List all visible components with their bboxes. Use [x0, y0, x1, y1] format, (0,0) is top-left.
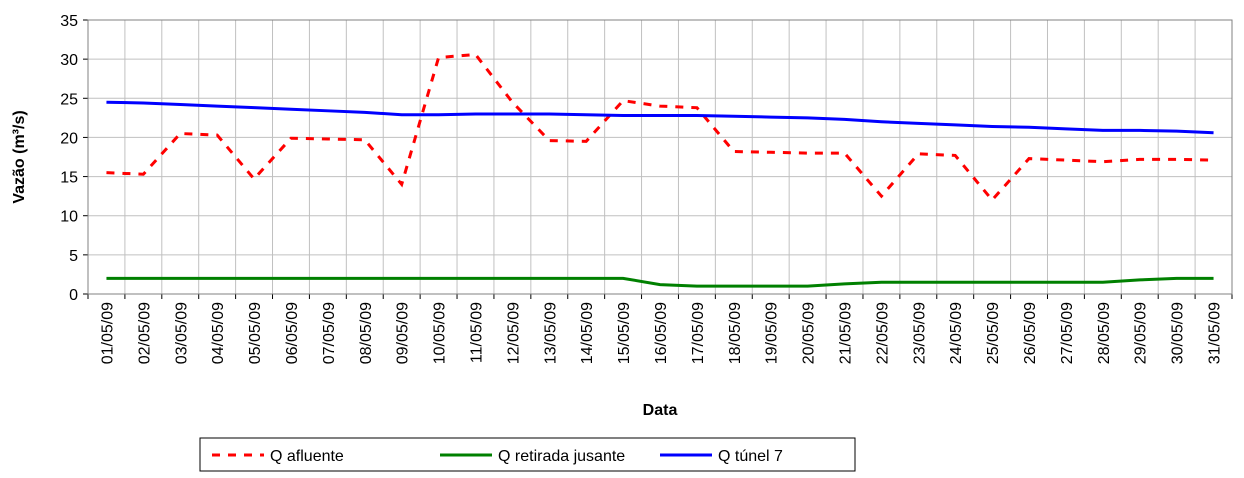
- x-tick-label: 23/05/09: [911, 302, 928, 364]
- x-tick-label: 24/05/09: [948, 302, 965, 364]
- series-line: [106, 100, 1214, 135]
- x-axis-label: Data: [643, 402, 678, 419]
- y-tick-label: 0: [69, 287, 78, 304]
- x-tick-label: 22/05/09: [874, 302, 891, 364]
- x-tick-label: 04/05/09: [210, 302, 227, 364]
- x-tick-label: 31/05/09: [1207, 302, 1224, 364]
- plot-border: [87, 19, 1233, 295]
- y-tick-label: 10: [60, 209, 78, 226]
- x-tick-label: 12/05/09: [505, 302, 522, 364]
- x-tick-label: 07/05/09: [321, 302, 338, 364]
- x-tick-label: 27/05/09: [1059, 302, 1076, 364]
- x-tick-label: 26/05/09: [1022, 302, 1039, 364]
- x-tick-label: 08/05/09: [358, 302, 375, 364]
- x-tick-label: 16/05/09: [653, 302, 670, 364]
- legend-label: Q retirada jusante: [498, 448, 625, 465]
- x-tick-label: 28/05/09: [1096, 302, 1113, 364]
- x-tick-label: 03/05/09: [173, 302, 190, 364]
- series-line: [106, 52, 1214, 203]
- y-tick-label: 25: [60, 91, 78, 108]
- x-tick-label: 11/05/09: [468, 302, 485, 363]
- legend-label: Q túnel 7: [718, 448, 783, 465]
- series-line: [106, 276, 1214, 288]
- x-tick-label: 10/05/09: [432, 302, 449, 364]
- x-tick-label: 14/05/09: [579, 302, 596, 364]
- legend-box: [199, 437, 856, 472]
- x-tick-label: 21/05/09: [838, 302, 855, 364]
- y-axis-label: Vazão (m³/s): [11, 110, 28, 203]
- x-tick-label: 25/05/09: [985, 302, 1002, 364]
- x-tick-label: 09/05/09: [395, 302, 412, 364]
- x-tick-label: 17/05/09: [690, 302, 707, 364]
- x-tick-label: 06/05/09: [284, 302, 301, 364]
- x-tick-label: 02/05/09: [136, 302, 153, 364]
- y-tick-label: 5: [69, 248, 78, 265]
- x-tick-label: 05/05/09: [247, 302, 264, 364]
- x-tick-label: 15/05/09: [616, 302, 633, 364]
- y-tick-label: 20: [60, 130, 78, 147]
- x-tick-label: 19/05/09: [764, 302, 781, 364]
- x-tick-label: 13/05/09: [542, 302, 559, 364]
- x-tick-label: 29/05/09: [1133, 302, 1150, 364]
- y-tick-label: 30: [60, 52, 78, 69]
- x-tick-label: 20/05/09: [801, 302, 818, 364]
- x-tick-label: 30/05/09: [1170, 302, 1187, 364]
- x-tick-label: 18/05/09: [727, 302, 744, 364]
- y-tick-label: 15: [60, 170, 78, 187]
- x-tick-label: 01/05/09: [99, 302, 116, 364]
- legend-label: Q afluente: [270, 448, 344, 465]
- y-tick-label: 35: [60, 13, 78, 30]
